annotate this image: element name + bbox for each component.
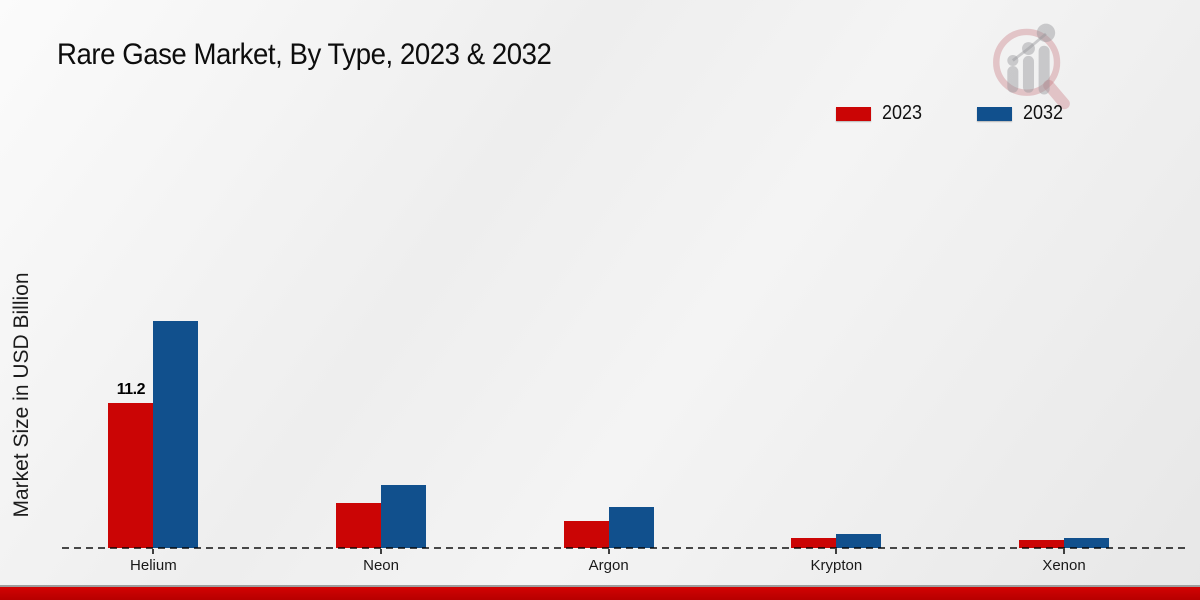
chart-title: Rare Gase Market, By Type, 2023 & 2032 [57,38,552,71]
bar-xenon-2023 [1019,540,1064,548]
x-axis-label-krypton: Krypton [810,557,863,574]
bar-helium-2032 [153,321,199,548]
legend-swatch-2023 [836,106,871,121]
x-axis-tick [835,549,838,554]
legend-label-2023: 2023 [882,102,923,124]
bar-value-label: 11.2 [116,381,146,398]
bar-krypton-2032 [836,534,882,548]
x-axis-label-helium: Helium [130,557,177,574]
bar-helium-2023 [108,403,154,548]
x-axis-tick [607,549,610,554]
bar-neon-2023 [336,503,382,548]
x-axis-tick [152,549,155,554]
x-axis-tick [380,549,383,554]
x-axis-label-xenon: Xenon [1042,557,1086,574]
bar-krypton-2023 [791,538,837,548]
y-axis-title: Market Size in USD Billion [10,272,33,518]
legend-label-2032: 2032 [1022,102,1063,124]
bar-argon-2023 [563,521,609,548]
x-axis-line [62,547,1190,549]
footer-accent-bar [0,585,1200,600]
x-axis-tick [1063,549,1065,554]
magnifier-chart-logo-icon [993,23,1070,110]
bar-xenon-2032 [1064,538,1109,548]
legend-item-2023[interactable]: 2023 [836,102,927,125]
x-axis-label-argon: Argon [588,557,629,574]
legend: 2023 2032 [836,102,1067,125]
legend-swatch-2032 [976,106,1012,121]
bar-argon-2032 [608,507,654,548]
legend-item-2032[interactable]: 2032 [976,102,1068,125]
x-axis-label-neon: Neon [363,557,399,574]
bar-neon-2032 [381,485,427,548]
